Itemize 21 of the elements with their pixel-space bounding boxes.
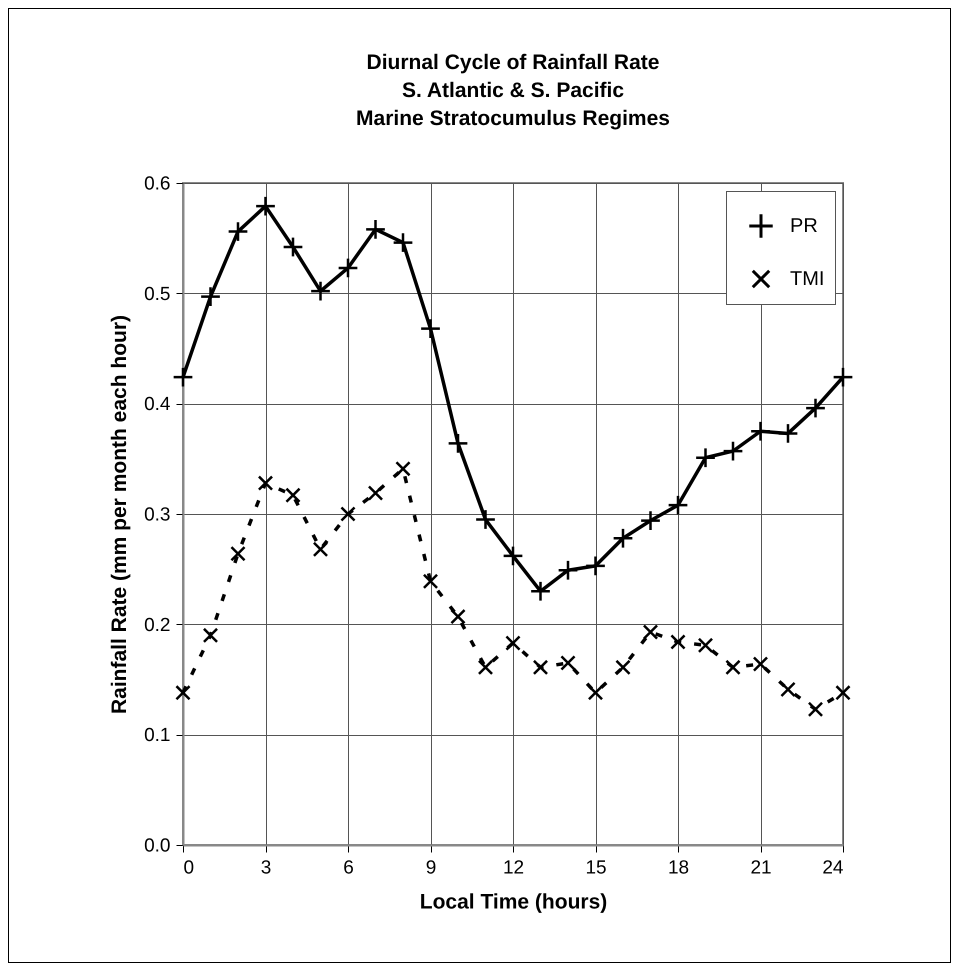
x-tick-label: 9 (426, 858, 436, 878)
x-tick-label: 21 (750, 858, 772, 878)
y-tick-label: 0.6 (144, 174, 170, 194)
y-tick-label: 0.5 (144, 284, 170, 305)
x-tick-label: 3 (260, 858, 272, 878)
x-tick-label: 0 (184, 858, 194, 878)
y-tick-label: 0.2 (144, 614, 170, 636)
x-tick-label: 12 (502, 858, 524, 878)
chart-title: Diurnal Cycle of Rainfall Rate S. Atlantic & S. Pacific Marine Stratocumulus Regimes (356, 51, 670, 130)
x-tick-label: 15 (585, 858, 607, 878)
y-tick-label: 0.4 (144, 394, 171, 416)
y-tick-label: 0.3 (144, 504, 170, 526)
legend-label: PR (790, 215, 818, 237)
x-axis-title: Local Time (hours) (420, 890, 608, 914)
legend-label: TMI (790, 268, 824, 290)
x-tick-label: 6 (343, 858, 354, 878)
x-tick-label: 18 (668, 858, 690, 878)
y-tick-label: 0.1 (144, 725, 170, 746)
x-tick-label: 24 (822, 858, 844, 878)
y-axis-title: Rainfall Rate (mm per month each hour) (108, 314, 132, 714)
y-tick-label: 0.0 (144, 836, 170, 856)
